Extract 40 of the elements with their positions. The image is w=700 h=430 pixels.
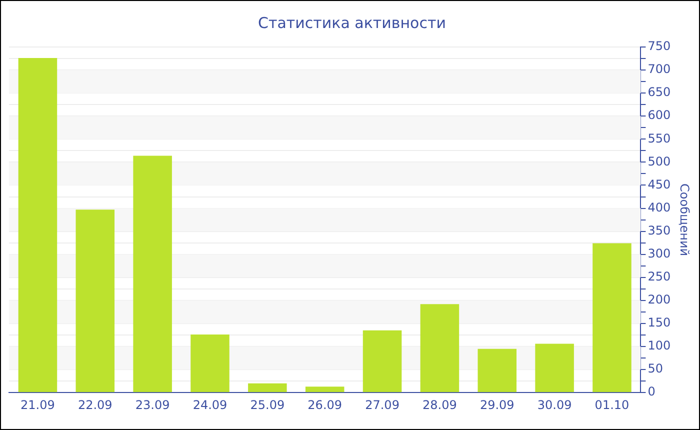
bar [478,348,517,392]
x-tick-label: 22.09 [78,398,112,412]
bar [190,334,230,392]
x-tick-label: 28.09 [422,398,457,412]
bar [305,386,344,392]
bar [362,330,402,392]
y2-tick-label: 650 [648,85,671,100]
x-tick-label: 29.09 [480,398,514,412]
bar [420,304,460,392]
bar [76,210,115,392]
x-tick-label: 21.09 [20,398,55,412]
y2-tick-label: 300 [648,246,671,260]
bar [133,156,172,392]
y2-axis-title: Сообщений [678,184,692,256]
y2-tick-label: 50 [648,362,663,376]
x-tick-label: 24.09 [192,398,228,412]
x-tick-label: 01.10 [594,398,630,412]
y2-tick-label: 250 [648,270,671,284]
bar [248,383,287,392]
x-tick-label: 25.09 [250,398,285,412]
y2-tick-label: 100 [648,338,671,353]
bar [18,58,58,392]
y2-tick-label: 0 [648,384,656,399]
y2-tick-label: 600 [648,108,671,122]
x-tick-label: 23.09 [135,398,170,412]
x-tick-label: 27.09 [365,398,400,412]
y2-tick-label: 750 [648,39,671,54]
y2-tick-label: 400 [648,200,671,214]
x-tick-label: 30.09 [537,398,572,412]
x-tick-label: 26.09 [308,398,342,412]
y2-tick-label: 700 [648,62,671,76]
y2-tick-label: 200 [648,292,671,307]
y2-tick-label: 500 [648,154,671,168]
bar [535,344,574,392]
y2-tick-label: 350 [648,223,671,238]
bar [592,243,632,392]
chart-title: Статистика активности [258,14,446,32]
y2-tick-label: 150 [648,316,671,330]
y2-tick-label: 450 [648,177,671,192]
y2-tick-label: 550 [648,131,671,146]
